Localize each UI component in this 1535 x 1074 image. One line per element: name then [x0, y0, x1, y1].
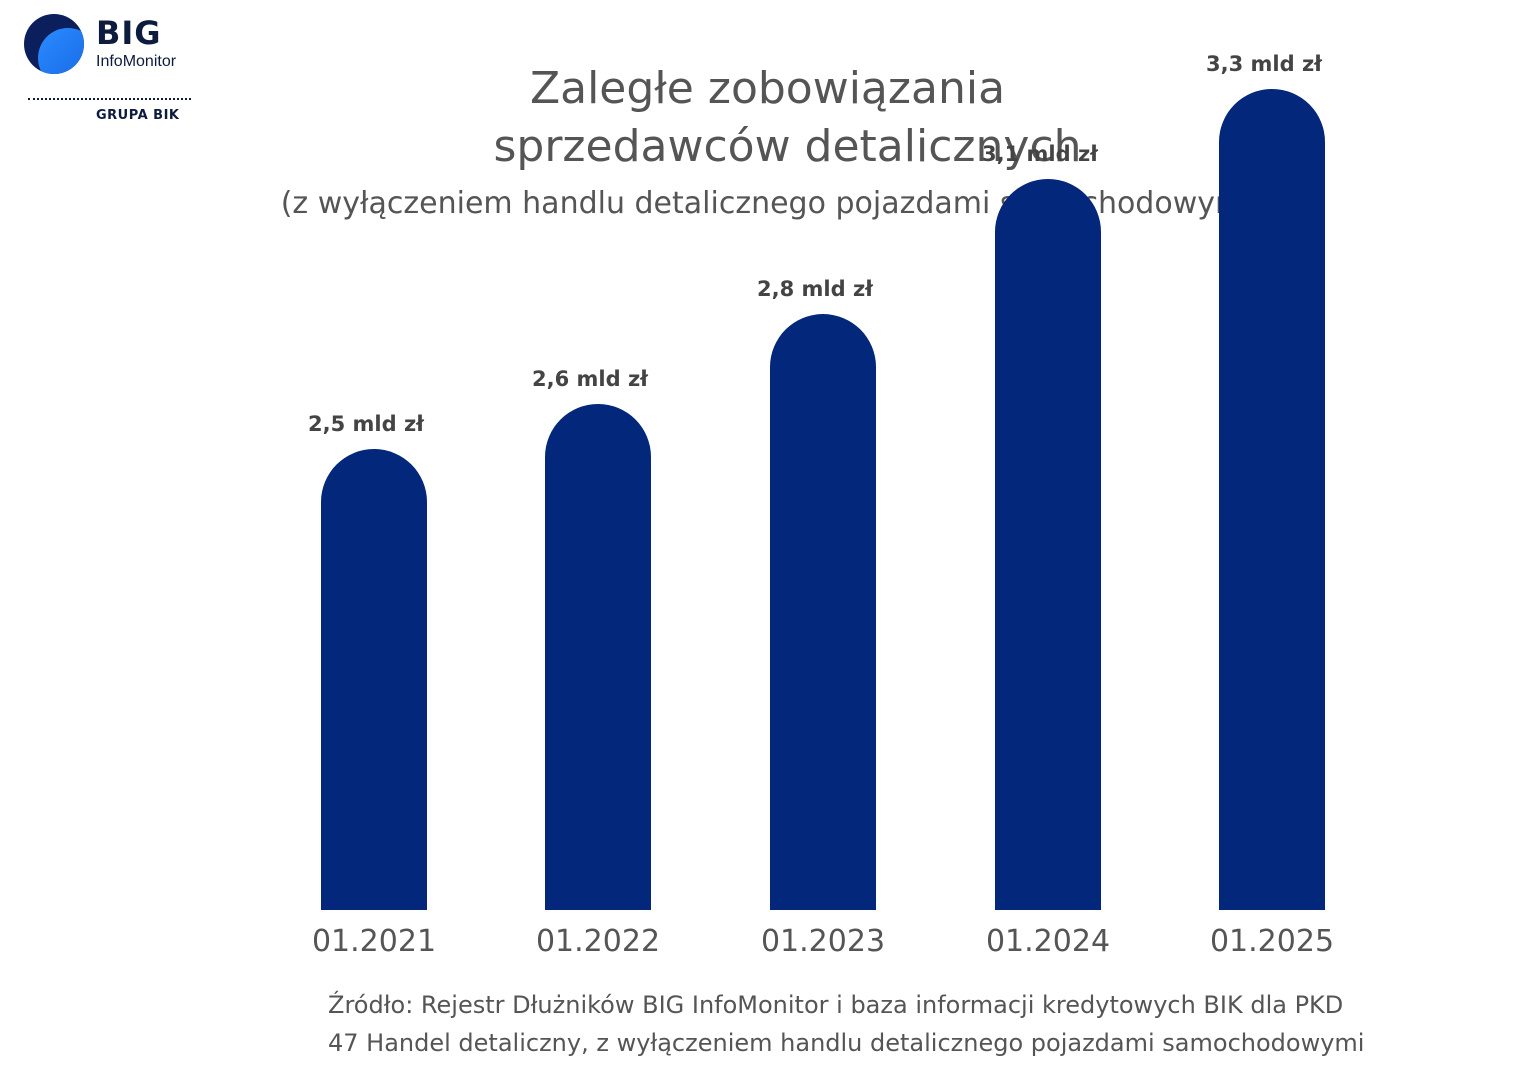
value-label-01.2021: 2,5 mld zł	[308, 412, 425, 436]
logo-brand: BIG	[96, 14, 162, 52]
x-tick-label-01.2025: 01.2025	[1210, 924, 1334, 959]
value-label-01.2025: 3,3 mld zł	[1206, 52, 1323, 76]
value-label-01.2023: 2,8 mld zł	[757, 277, 874, 301]
big-infomonitor-logo: BIG InfoMonitor GRUPA BIK	[24, 14, 204, 129]
logo-product: InfoMonitor	[96, 53, 177, 70]
logo-dotted-divider	[28, 98, 191, 100]
chart-subtitle: (z wyłączeniem handlu detalicznego pojaz…	[280, 186, 1265, 221]
value-label-01.2022: 2,6 mld zł	[532, 367, 649, 391]
value-label-01.2024: 3,1 mld zł	[982, 142, 1099, 166]
x-tick-label-01.2021: 01.2021	[312, 924, 436, 959]
x-tick-label-01.2022: 01.2022	[536, 924, 660, 959]
logo-circle-icon	[24, 14, 84, 74]
source-line-2: 47 Handel detaliczny, z wyłączeniem hand…	[328, 1029, 1365, 1057]
source-line-1: Źródło: Rejestr Dłużników BIG InfoMonito…	[328, 991, 1344, 1019]
chart-title-line-1: Zaległe zobowiązania	[529, 63, 1006, 114]
bar-01.2025	[1219, 89, 1325, 910]
bar-01.2022	[545, 404, 651, 910]
x-tick-label-01.2023: 01.2023	[761, 924, 885, 959]
x-tick-label-01.2024: 01.2024	[986, 924, 1110, 959]
bar-01.2023	[770, 314, 876, 911]
chart-title-line-2: sprzedawców detalicznych	[493, 121, 1082, 172]
bar-01.2024	[995, 179, 1101, 910]
bar-01.2021	[321, 449, 427, 910]
logo-group: GRUPA BIK	[96, 108, 180, 123]
source-note: Źródło: Rejestr Dłużników BIG InfoMonito…	[328, 986, 1508, 1062]
